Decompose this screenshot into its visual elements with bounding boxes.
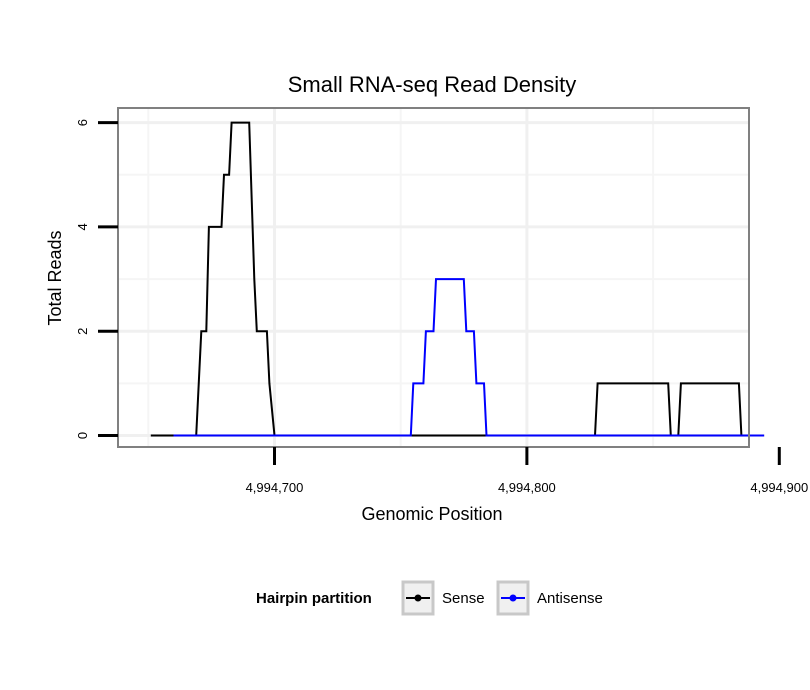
y-axis-title: Total Reads bbox=[45, 230, 65, 325]
legend-dot-antisense bbox=[509, 594, 517, 602]
y-tick-label: 6 bbox=[75, 119, 90, 126]
legend: Hairpin partition Sense Antisense bbox=[256, 580, 603, 616]
series-line-antisense bbox=[173, 278, 765, 437]
data-series bbox=[150, 121, 765, 437]
x-tick-label: 4,994,700 bbox=[246, 480, 304, 495]
y-tick-label: 2 bbox=[75, 328, 90, 335]
series-line-sense bbox=[150, 121, 765, 437]
legend-label-antisense: Antisense bbox=[537, 590, 603, 607]
y-tick-label: 4 bbox=[75, 223, 90, 230]
x-axis-title: Genomic Position bbox=[361, 504, 502, 524]
plot-panel bbox=[118, 108, 749, 447]
legend-item-sense: Sense bbox=[401, 580, 485, 616]
panel-border bbox=[117, 107, 750, 448]
x-tick-label: 4,994,900 bbox=[750, 480, 808, 495]
y-axis: 0 2 4 6 bbox=[75, 119, 118, 439]
legend-dot-sense bbox=[414, 594, 422, 602]
x-axis: 4,994,700 4,994,800 4,994,900 bbox=[246, 447, 808, 495]
legend-item-antisense: Antisense bbox=[496, 580, 603, 616]
chart-title: Small RNA-seq Read Density bbox=[288, 72, 577, 97]
y-tick-label: 0 bbox=[75, 432, 90, 439]
x-tick-label: 4,994,800 bbox=[498, 480, 556, 495]
legend-title: Hairpin partition bbox=[256, 590, 372, 607]
legend-label-sense: Sense bbox=[442, 590, 485, 607]
